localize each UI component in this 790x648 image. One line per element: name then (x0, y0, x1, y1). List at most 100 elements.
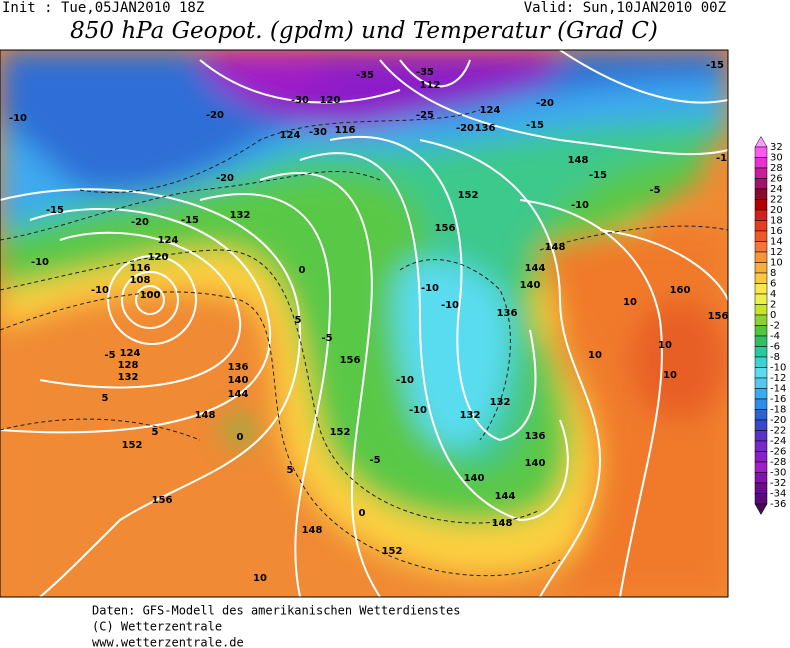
contour-label: 132 (460, 410, 481, 421)
scale-swatch (754, 157, 768, 169)
scale-swatch (754, 377, 768, 389)
scale-label: -32 (770, 478, 786, 489)
contour-label: 132 (230, 210, 251, 221)
contour-label: 10 (623, 297, 637, 308)
contour-label: -5 (104, 350, 115, 361)
contour-label: 5 (152, 427, 159, 438)
contour-label: -10 (396, 375, 414, 386)
contour-label: -25 (416, 110, 434, 121)
contour-label: 124 (280, 130, 301, 141)
scale-label: -20 (770, 415, 786, 426)
contour-label: 140 (525, 458, 546, 469)
contour-label: 156 (708, 311, 729, 322)
contour-label: -10 (91, 285, 109, 296)
scale-label: 4 (770, 289, 776, 300)
scale-label: 10 (770, 258, 783, 269)
contour-label: 124 (480, 105, 501, 116)
scale-label: 28 (770, 163, 783, 174)
footer-copyright: (C) Wetterzentrale (92, 620, 222, 634)
init-time: Init : Tue,05JAN2010 18Z (2, 0, 204, 16)
scale-label: -8 (770, 352, 780, 363)
contour-label: 10 (658, 340, 672, 351)
scale-label: -22 (770, 426, 786, 437)
scale-label: -16 (770, 394, 786, 405)
scale-label: -12 (770, 373, 786, 384)
scale-label: 20 (770, 205, 783, 216)
scale-swatch (754, 367, 768, 379)
contour-label: -20 (216, 173, 234, 184)
contour-label: 124 (158, 235, 179, 246)
scale-swatch (754, 440, 768, 452)
scale-label: 24 (770, 184, 783, 195)
scale-swatch (754, 430, 768, 442)
contour-label: 5 (295, 315, 302, 326)
contour-label: 156 (152, 495, 173, 506)
scale-swatch (754, 461, 768, 473)
scale-label: -4 (770, 331, 780, 342)
scale-label: 18 (770, 216, 783, 227)
contour-label: 160 (670, 285, 691, 296)
contour-label: -15 (46, 205, 64, 216)
contour-label: -5 (321, 333, 332, 344)
contour-label: -20 (456, 123, 474, 134)
contour-label: 120 (148, 252, 169, 263)
scale-swatch (754, 199, 768, 211)
scale-label: 6 (770, 279, 776, 290)
contour-label: 124 (120, 348, 141, 359)
contour-label: -10 (421, 283, 439, 294)
contour-label: -15 (706, 60, 724, 71)
scale-swatch (754, 167, 768, 179)
contour-label: -10 (9, 113, 27, 124)
contour-label: 140 (228, 375, 249, 386)
scale-label: -36 (770, 499, 786, 510)
contour-label: 132 (118, 372, 139, 383)
scale-label: 32 (770, 142, 783, 153)
scale-label: -18 (770, 405, 786, 416)
scale-label: 8 (770, 268, 776, 279)
valid-time: Valid: Sun,10JAN2010 00Z (524, 0, 726, 16)
scale-swatch (754, 251, 768, 263)
scale-swatch (754, 398, 768, 410)
scale-swatch (754, 482, 768, 494)
contour-label: 152 (330, 427, 351, 438)
scale-label: 2 (770, 300, 776, 311)
scale-swatch (754, 188, 768, 200)
contour-label: 132 (490, 397, 511, 408)
contour-label: 5 (287, 465, 294, 476)
contour-label: 148 (568, 155, 589, 166)
contour-label: 108 (130, 275, 151, 286)
contour-label: 136 (475, 123, 496, 134)
contour-label: -10 (409, 405, 427, 416)
contour-label: 152 (458, 190, 479, 201)
scale-label: 26 (770, 174, 783, 185)
footer-url: www.wetterzentrale.de (92, 636, 244, 648)
contour-label: -10 (31, 257, 49, 268)
contour-label: 144 (495, 491, 516, 502)
contour-label: 0 (359, 508, 366, 519)
contour-label: 10 (253, 573, 267, 584)
scale-swatch (754, 335, 768, 347)
contour-label: 152 (122, 440, 143, 451)
scale-label: -2 (770, 321, 780, 332)
contour-label: 144 (228, 389, 249, 400)
map-title: 850 hPa Geopot. (gpdm) und Temperatur (G… (70, 18, 658, 44)
contour-label: -20 (536, 98, 554, 109)
scale-swatch (754, 293, 768, 305)
scale-label: -10 (770, 363, 786, 374)
contour-label: 156 (435, 223, 456, 234)
scale-swatch (754, 356, 768, 368)
contour-label: 136 (497, 308, 518, 319)
scale-label: 16 (770, 226, 783, 237)
scale-label: 30 (770, 153, 783, 164)
scale-arrow-bottom (754, 503, 768, 516)
scale-swatch (754, 283, 768, 295)
contour-label: -30 (309, 127, 327, 138)
contour-label: 100 (140, 290, 161, 301)
scale-label: -14 (770, 384, 786, 395)
map-frame (0, 49, 729, 598)
contour-label: 112 (420, 80, 441, 91)
scale-label: -30 (770, 468, 786, 479)
